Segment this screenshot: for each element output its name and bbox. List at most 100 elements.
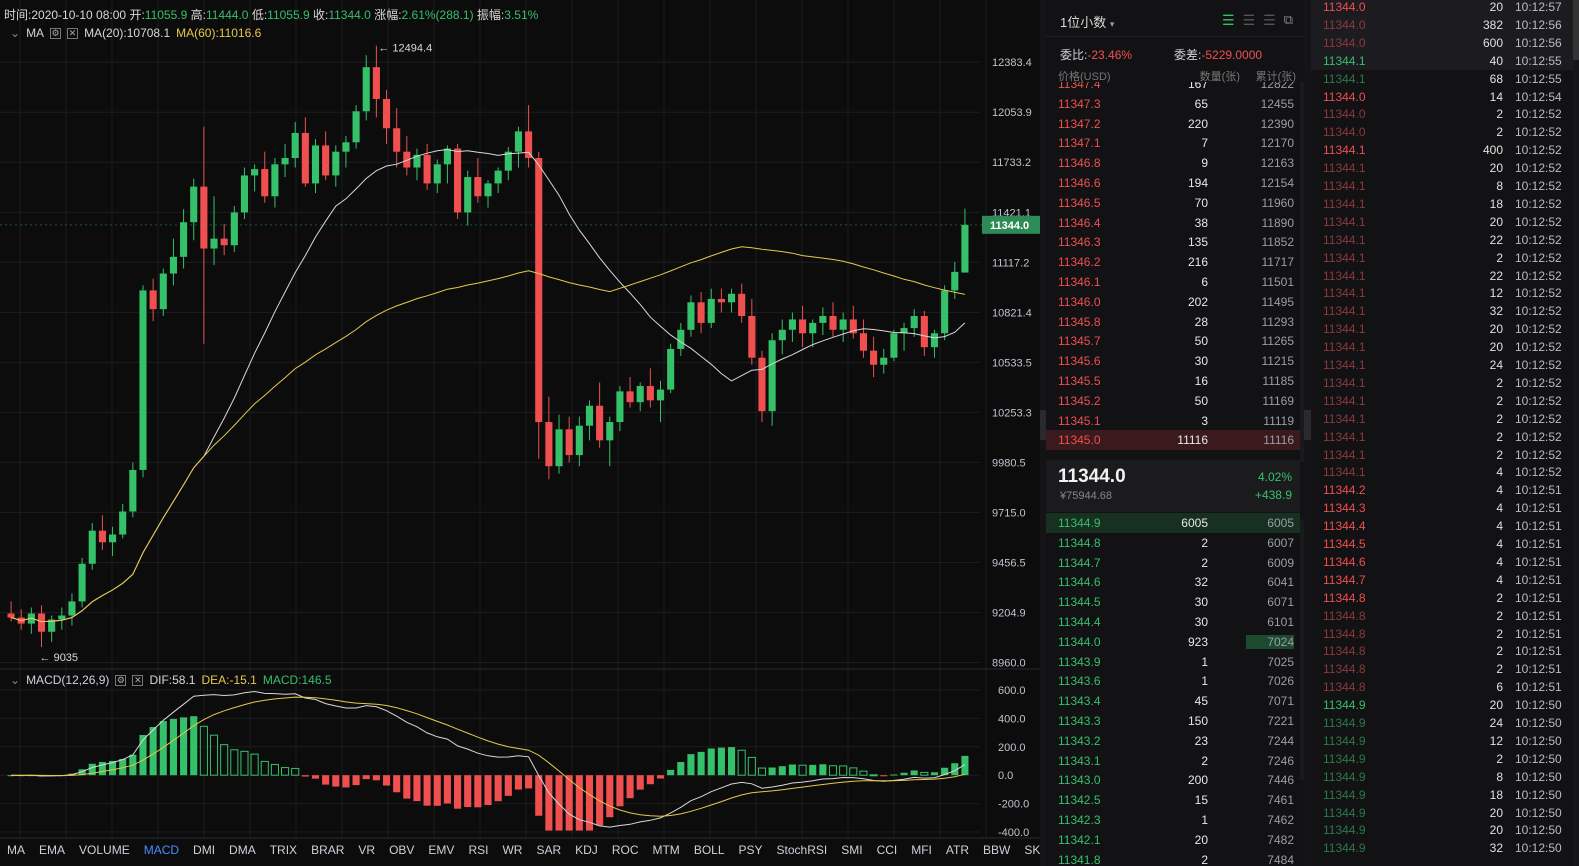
bid-row[interactable]: 11343.3 150 7221	[1046, 711, 1300, 731]
collapse-right-handle[interactable]	[1304, 410, 1311, 440]
trades-scroll-thumb[interactable]	[1573, 0, 1579, 60]
candles	[8, 46, 969, 647]
tab-trix[interactable]: TRIX	[263, 840, 304, 860]
tab-macd[interactable]: MACD	[137, 840, 186, 860]
bid-row[interactable]: 11344.4 30 6101	[1046, 612, 1300, 632]
ask-row[interactable]: 11347.3 65 12455	[1046, 94, 1300, 114]
bid-row[interactable]: 11344.6 32 6041	[1046, 572, 1300, 592]
ask-row[interactable]: 11346.6 194 12154	[1046, 173, 1300, 193]
ask-row[interactable]: 11346.5 70 11960	[1046, 193, 1300, 213]
trades-scrollbar[interactable]	[1573, 0, 1579, 866]
ask-amount: 70	[1166, 196, 1208, 210]
tab-stochrsi[interactable]: StochRSI	[770, 840, 835, 860]
tab-vr[interactable]: VR	[351, 840, 382, 860]
ask-total: 11185	[1246, 374, 1294, 388]
tab-brar[interactable]: BRAR	[304, 840, 351, 860]
price-axis-label: 12383.4	[992, 57, 1032, 69]
tab-dmi[interactable]: DMI	[186, 840, 222, 860]
bids-asks-view-icon[interactable]: ☰	[1222, 12, 1235, 29]
tab-boll[interactable]: BOLL	[687, 840, 732, 860]
tab-obv[interactable]: OBV	[382, 840, 421, 860]
ask-amount: 50	[1166, 334, 1208, 348]
bid-row[interactable]: 11343.0 200 7446	[1046, 770, 1300, 790]
tab-mtm[interactable]: MTM	[645, 840, 686, 860]
ask-row[interactable]: 11345.0 11116 11116	[1046, 430, 1300, 450]
collapse-chevron-icon[interactable]: ⌄	[10, 26, 20, 40]
candle-body	[68, 601, 75, 615]
ask-row[interactable]: 11346.4 38 11890	[1046, 213, 1300, 233]
bid-row[interactable]: 11344.0 923 7024	[1046, 632, 1300, 652]
trade-row: 11344.1 4 10:12:52	[1311, 463, 1573, 481]
trade-time: 10:12:52	[1515, 412, 1562, 426]
kline-chart-panel[interactable]: 12383.4 12053.9 11733.2 11421.1 11117.2 10821…	[0, 0, 1040, 866]
bid-row[interactable]: 11342.3 1 7462	[1046, 810, 1300, 830]
bid-row[interactable]: 11343.4 45 7071	[1046, 691, 1300, 711]
kline-chart-canvas[interactable]: 12383.412053.911733.211421.111117.210821…	[0, 0, 1040, 866]
candle-body	[129, 470, 136, 512]
tab-kdj[interactable]: KDJ	[568, 840, 605, 860]
bid-total: 7462	[1246, 813, 1294, 827]
panel-splitter-2[interactable]	[1304, 0, 1311, 866]
bid-row[interactable]: 11341.8 2 7484	[1046, 850, 1300, 866]
bid-row[interactable]: 11342.1 20 7482	[1046, 830, 1300, 850]
candle-body	[342, 142, 349, 151]
bid-row[interactable]: 11343.9 1 7025	[1046, 652, 1300, 672]
ask-row[interactable]: 11346.8 9 12163	[1046, 153, 1300, 173]
bids-view-icon[interactable]: ☰	[1243, 12, 1256, 29]
tab-ma[interactable]: MA	[0, 840, 32, 860]
ask-row[interactable]: 11346.0 202 11495	[1046, 292, 1300, 312]
settings-icon[interactable]: ⚙	[50, 28, 61, 39]
bid-price: 11342.1	[1058, 833, 1101, 847]
bid-row[interactable]: 11343.1 2 7246	[1046, 751, 1300, 771]
trade-price: 11344.4	[1323, 519, 1366, 533]
tab-atr[interactable]: ATR	[939, 840, 976, 860]
ask-row[interactable]: 11345.8 28 11293	[1046, 312, 1300, 332]
trade-row: 11344.1 18 10:12:52	[1311, 195, 1573, 213]
tab-emv[interactable]: EMV	[421, 840, 461, 860]
bid-row[interactable]: 11344.5 30 6071	[1046, 592, 1300, 612]
ask-row[interactable]: 11345.1 3 11119	[1046, 411, 1300, 431]
tab-roc[interactable]: ROC	[605, 840, 646, 860]
tab-wr[interactable]: WR	[495, 840, 529, 860]
trade-row: 11344.1 24 10:12:52	[1311, 356, 1573, 374]
tab-dma[interactable]: DMA	[222, 840, 263, 860]
bid-row[interactable]: 11343.6 1 7026	[1046, 671, 1300, 691]
trade-time: 10:12:54	[1515, 90, 1562, 104]
bid-row[interactable]: 11342.5 15 7461	[1046, 790, 1300, 810]
trade-price: 11344.9	[1323, 823, 1366, 837]
ask-row[interactable]: 11346.3 135 11852	[1046, 232, 1300, 252]
bid-row[interactable]: 11344.7 2 6009	[1046, 553, 1300, 573]
popout-icon[interactable]: ⧉	[1284, 12, 1293, 29]
bid-row[interactable]: 11344.9 6005 6005	[1046, 513, 1300, 533]
collapse-chevron-icon[interactable]: ⌄	[10, 673, 20, 687]
tab-sar[interactable]: SAR	[529, 840, 568, 860]
tab-rsi[interactable]: RSI	[461, 840, 495, 860]
ask-row[interactable]: 11346.2 216 11717	[1046, 252, 1300, 272]
trade-amount: 20	[1451, 806, 1503, 820]
settings-icon[interactable]: ⚙	[115, 675, 126, 686]
ask-row[interactable]: 11347.1 7 12170	[1046, 133, 1300, 153]
asks-view-icon[interactable]: ☰	[1263, 12, 1276, 29]
ask-row[interactable]: 11346.1 6 11501	[1046, 272, 1300, 292]
ask-row[interactable]: 11347.2 220 12390	[1046, 114, 1300, 134]
tab-volume[interactable]: VOLUME	[72, 840, 137, 860]
tab-psy[interactable]: PSY	[732, 840, 770, 860]
tab-ema[interactable]: EMA	[32, 840, 72, 860]
tab-smi[interactable]: SMI	[834, 840, 869, 860]
ask-row[interactable]: 11347.4 167 12822	[1046, 82, 1300, 94]
tab-bbw[interactable]: BBW	[976, 840, 1017, 860]
price-axis-label: 9980.5	[992, 457, 1026, 469]
close-icon[interactable]: ✕	[67, 28, 78, 39]
tab-cci[interactable]: CCI	[870, 840, 905, 860]
ask-row[interactable]: 11345.2 50 11169	[1046, 391, 1300, 411]
close-icon[interactable]: ✕	[132, 675, 143, 686]
bid-row[interactable]: 11344.8 2 6007	[1046, 533, 1300, 553]
tab-mfi[interactable]: MFI	[904, 840, 939, 860]
low-price-marker: ← 9035	[40, 652, 79, 664]
precision-select[interactable]: 1位小数 ▾	[1060, 12, 1114, 31]
macd-histogram-bar	[819, 764, 826, 775]
bid-row[interactable]: 11343.2 23 7244	[1046, 731, 1300, 751]
ask-row[interactable]: 11345.6 30 11215	[1046, 351, 1300, 371]
ask-row[interactable]: 11345.7 50 11265	[1046, 331, 1300, 351]
ask-row[interactable]: 11345.5 16 11185	[1046, 371, 1300, 391]
